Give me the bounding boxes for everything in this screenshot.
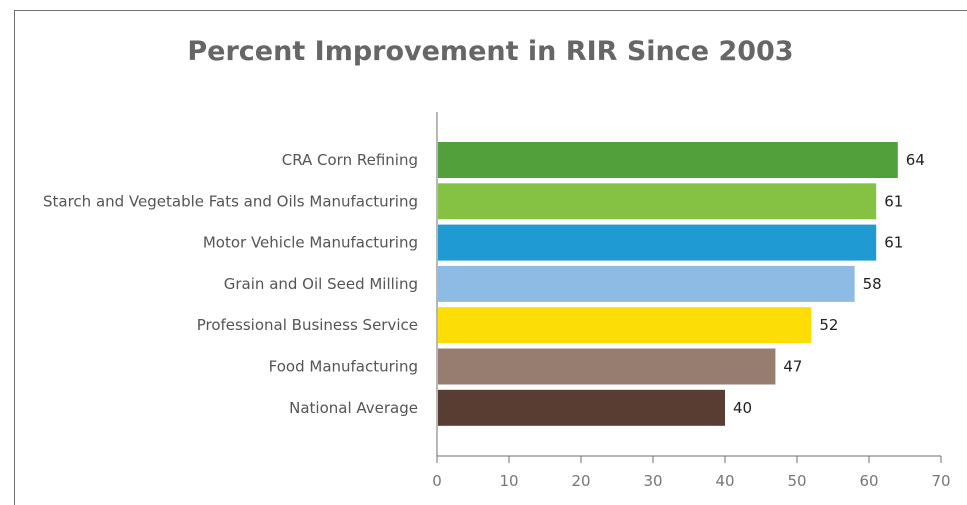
category-label: CRA Corn Refining bbox=[282, 151, 418, 169]
category-label: Food Manufacturing bbox=[269, 358, 418, 376]
category-label: Professional Business Service bbox=[197, 316, 418, 334]
category-label: Motor Vehicle Manufacturing bbox=[203, 234, 418, 252]
data-label: 58 bbox=[863, 275, 882, 293]
x-tick-label: 70 bbox=[931, 472, 950, 490]
category-label: Grain and Oil Seed Milling bbox=[224, 275, 418, 293]
x-tick-label: 20 bbox=[571, 472, 590, 490]
x-tick-label: 40 bbox=[715, 472, 734, 490]
data-label: 64 bbox=[906, 151, 925, 169]
chart-frame bbox=[14, 10, 967, 505]
bar bbox=[438, 389, 725, 426]
x-tick-label: 60 bbox=[859, 472, 878, 490]
category-label: National Average bbox=[289, 399, 418, 417]
bars-group: CRA Corn Refining 64 Starch and Vegetable … bbox=[43, 142, 925, 426]
bar bbox=[438, 224, 877, 261]
data-label: 47 bbox=[783, 358, 802, 376]
x-tick-label: 10 bbox=[499, 472, 518, 490]
chart-title: Percent Improvement in RIR Since 2003 bbox=[187, 36, 794, 67]
data-label: 52 bbox=[819, 316, 838, 334]
x-tick-label: 30 bbox=[643, 472, 662, 490]
bar bbox=[438, 142, 898, 178]
bar bbox=[438, 348, 776, 385]
x-tick-label: 0 bbox=[432, 472, 442, 490]
data-label: 61 bbox=[884, 234, 903, 252]
bar bbox=[438, 307, 812, 344]
x-ticks-group: 0 10 20 30 40 50 60 70 bbox=[432, 456, 951, 490]
category-label: Starch and Vegetable Fats and Oils Manuf… bbox=[43, 192, 418, 210]
x-tick-label: 50 bbox=[787, 472, 806, 490]
data-label: 61 bbox=[884, 192, 903, 210]
bar bbox=[438, 265, 855, 302]
bar bbox=[438, 183, 877, 220]
data-label: 40 bbox=[733, 399, 752, 417]
